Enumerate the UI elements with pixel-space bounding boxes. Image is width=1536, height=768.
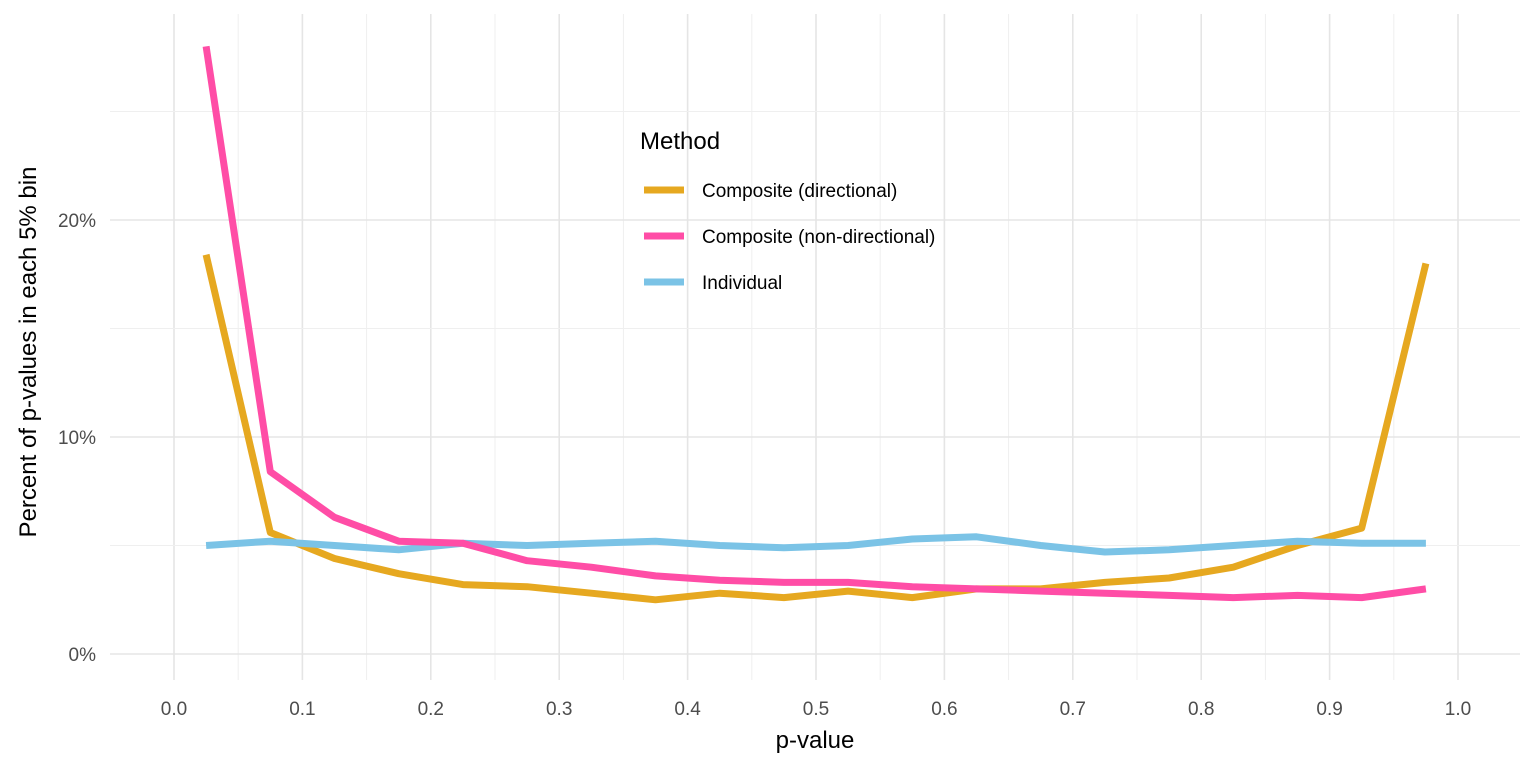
legend-label: Composite (non-directional) [702, 227, 935, 248]
x-axis-title: p-value [776, 727, 855, 754]
y-axis-ticks: 0% 10% 20% [58, 211, 96, 666]
series-line-individual [205, 533, 1426, 556]
x-tick-label: 0.7 [1060, 699, 1086, 720]
y-axis-title: Percent of p-values in each 5% bin [15, 167, 42, 538]
legend-label: Composite (directional) [702, 181, 897, 202]
y-tick-label: 0% [69, 645, 97, 666]
series-line-composite-directional [202, 253, 1430, 604]
legend-label: Individual [702, 273, 782, 294]
x-tick-label: 0.9 [1316, 699, 1342, 720]
y-tick-label: 10% [58, 428, 96, 449]
x-tick-label: 0.3 [546, 699, 572, 720]
x-tick-label: 0.1 [289, 699, 315, 720]
x-tick-label: 0.2 [418, 699, 444, 720]
x-tick-label: 0.5 [803, 699, 829, 720]
x-tick-label: 0.6 [931, 699, 957, 720]
legend-title: Method [640, 128, 720, 155]
x-tick-label: 1.0 [1445, 699, 1471, 720]
x-tick-label: 0.4 [674, 699, 701, 720]
series-line-composite-non-directional [202, 45, 1427, 602]
y-tick-label: 20% [58, 211, 96, 232]
x-tick-label: 0.0 [161, 699, 187, 720]
x-tick-label: 0.8 [1188, 699, 1214, 720]
series-lines [202, 45, 1430, 604]
x-axis-ticks: 0.0 0.1 0.2 0.3 0.4 0.5 0.6 0.7 0.8 0.9 1.0 [161, 699, 1471, 720]
legend: Method Composite (directional) Composite … [640, 128, 935, 294]
